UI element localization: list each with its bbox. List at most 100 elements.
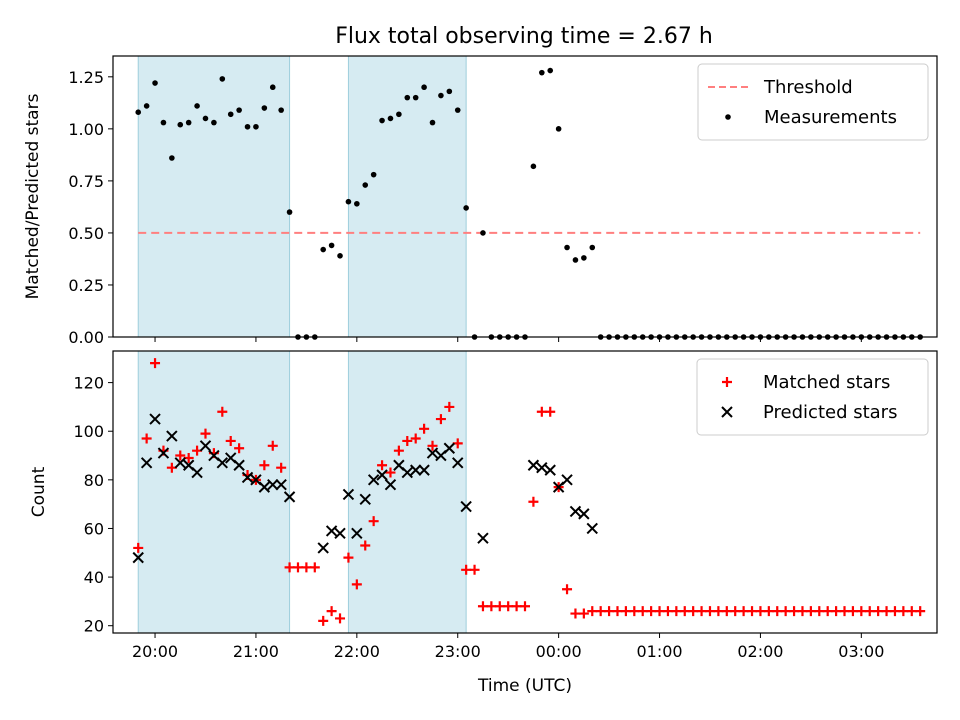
measurements-point [530,163,537,170]
matched-stars-point [528,496,539,507]
predicted-stars-point [199,440,212,452]
predicted-stars-point [544,464,556,476]
matched-stars-point [259,460,270,471]
matched-stars-point [301,562,312,573]
matched-stars-point [419,423,430,434]
matched-stars-point [393,445,404,456]
matched-stars-point [654,606,665,617]
measurements-point [278,107,284,113]
y-tick-label: 40 [84,568,104,587]
predicted-stars-point [267,478,279,491]
shaded-interval-1 [137,350,291,634]
measurements-point [261,105,268,111]
matched-stars-point [326,606,337,617]
matched-stars-point [814,606,825,617]
matched-stars-point [402,435,413,446]
matched-stars-point [839,606,850,617]
matched-stars-point [688,606,699,617]
measurements-point [202,115,209,122]
measurements-point [345,198,352,205]
predicted-stars-point [418,464,430,476]
legend-box [696,358,929,436]
matched-stars-point [200,428,211,439]
measurements-point [194,103,200,109]
shaded-interval-2 [347,55,467,338]
matched-stars-point [234,443,245,454]
x-axis-label: Time (UTC) [477,676,572,696]
measurements-point [387,115,394,122]
predicted-stars-point [376,469,388,481]
predicted-stars-legend-swatch [721,406,733,418]
measurements-point [370,171,377,178]
predicted-stars-point [216,457,229,469]
measurements-point [396,111,402,118]
measurements-point [269,84,276,91]
measurements-point [463,205,469,211]
matched-stars-point [629,606,640,617]
predicted-stars-point [342,488,355,501]
predicted-stars-point [359,493,371,506]
matched-stars-point [503,601,514,612]
x-tick-label: 21:00 [233,642,279,661]
matched-stars-point [637,606,648,617]
measurements-point [480,230,486,236]
matched-stars-point [444,401,455,412]
predicted-stars-point [283,491,296,503]
matched-stars-point [620,606,631,617]
x-tick-label: 23:00 [435,642,481,661]
matched-stars-point [536,406,547,417]
bottom-y-axis-label: Count [29,466,49,517]
matched-stars-point [646,606,657,617]
measurements-point [320,246,327,253]
matched-stars-point [461,564,472,575]
measurements-point [581,255,587,261]
matched-stars-point [889,606,900,617]
predicted-stars-point [351,527,363,540]
x-tick-label: 01:00 [636,642,682,661]
predicted-stars-point [149,413,161,425]
matched-stars-point [385,467,396,478]
shaded-interval-2 [347,350,467,634]
x-tick-label: 00:00 [536,642,582,661]
measurements-point [539,69,545,76]
matched-stars-point [915,606,926,617]
measurements-point [555,126,562,132]
predicted-stars-point [561,474,573,486]
predicted-stars-point [527,459,540,471]
top-y-axis-label: Matched/Predicted stars [23,93,43,299]
bottom-axes-frame [112,350,938,634]
predicted-stars-point [569,505,582,518]
predicted-stars-point [426,447,439,459]
measurements-point [379,117,385,124]
matched-stars-point [587,606,598,617]
y-tick-label: 1.00 [68,120,104,139]
matched-stars-point [873,606,884,617]
matched-stars-points [133,358,926,626]
matched-stars-point [309,562,320,573]
matched-stars-point [772,606,783,617]
matched-stars-point [671,606,682,617]
matched-stars-point [797,606,808,617]
matched-stars-point [856,606,867,617]
top-axes-frame [112,55,938,338]
predicted-stars-point [460,500,472,513]
matched-stars-point [789,606,800,617]
matched-stars-point [292,562,303,573]
measurements-point [547,67,554,74]
matched-stars-point [133,542,144,553]
measurements-point [185,119,192,126]
y-tick-label: 80 [84,471,104,490]
predicted-stars-point [536,461,548,474]
legend-box [697,63,929,141]
matched-stars-point [612,606,623,617]
top-legend: Threshold Measurements [697,63,929,141]
measurements-point [438,92,444,99]
x-tick-label: 22:00 [334,642,380,661]
bottom-panel: 20 40 60 80 100 120 20:00 21:00 22:00 23:00 00:00… [29,350,938,696]
matched-stars-point [864,606,875,617]
bottom-shaded-intervals [137,350,467,634]
matched-stars-point [377,460,388,471]
bottom-y-axis: 20 40 60 80 100 120 [73,374,113,636]
measurements-point [362,182,369,188]
